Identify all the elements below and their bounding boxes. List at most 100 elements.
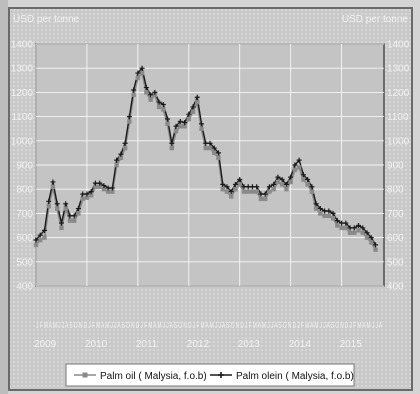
- data-point-palm-oil: [182, 124, 187, 129]
- data-point-palm-oil: [101, 187, 107, 192]
- data-point-palm-oil: [322, 213, 327, 219]
- data-point-palm-olein: [343, 220, 349, 226]
- data-point-palm-olein: [317, 206, 323, 212]
- data-point-palm-olein: [118, 151, 124, 157]
- data-point-palm-olein: [228, 189, 234, 195]
- legend-marker-palm-oil: [82, 372, 88, 378]
- data-point-palm-oil: [335, 223, 340, 228]
- data-point-palm-oil: [250, 189, 255, 194]
- data-point-palm-olein: [351, 225, 357, 231]
- data-point-palm-olein: [186, 111, 192, 117]
- y-tick-label-left: 1000: [11, 136, 34, 147]
- data-point-palm-olein: [177, 118, 183, 124]
- legend-label-palm-olein: Palm olein ( Malysia, f.o.b): [236, 371, 354, 382]
- data-point-palm-olein: [241, 184, 247, 190]
- data-point-palm-oil: [42, 235, 47, 240]
- data-point-palm-oil: [326, 213, 332, 219]
- data-point-palm-olein: [135, 70, 141, 76]
- data-point-palm-oil: [84, 195, 90, 200]
- y-tick-label-left: 800: [16, 185, 33, 196]
- data-point-palm-oil: [313, 206, 319, 211]
- data-point-palm-olein: [194, 94, 200, 100]
- data-point-palm-olein: [88, 189, 94, 195]
- y-tick-label-right: 1400: [387, 40, 410, 51]
- legend-marker-palm-olein: [218, 372, 224, 378]
- data-point-palm-olein: [182, 120, 188, 126]
- data-point-palm-oil: [118, 155, 124, 160]
- data-point-palm-olein: [262, 191, 268, 197]
- data-point-palm-oil: [161, 107, 166, 112]
- data-point-palm-olein: [356, 223, 362, 228]
- y-tick-label-left: 1300: [11, 64, 34, 75]
- y-tick-label-right: 400: [387, 282, 404, 293]
- data-point-palm-olein: [360, 225, 366, 231]
- y-tick-label-right: 900: [387, 161, 404, 172]
- data-point-palm-oil: [203, 145, 208, 151]
- data-point-palm-olein: [305, 177, 311, 183]
- data-point-palm-oil: [356, 228, 361, 233]
- data-point-palm-olein: [139, 65, 145, 71]
- year-label: 2013: [238, 339, 261, 350]
- data-point-palm-olein: [50, 179, 56, 185]
- y-axis-label-left: USD per tonne: [13, 14, 80, 25]
- data-point-palm-olein: [152, 89, 158, 95]
- data-point-palm-oil: [127, 119, 132, 124]
- left-panel-strip: [0, 0, 8, 394]
- data-point-palm-oil: [229, 194, 234, 199]
- data-point-palm-olein: [334, 218, 340, 224]
- data-point-palm-oil: [301, 177, 306, 182]
- data-point-palm-oil: [110, 189, 115, 194]
- data-point-palm-olein: [245, 184, 251, 190]
- data-point-palm-oil: [71, 218, 77, 223]
- data-point-palm-olein: [109, 185, 115, 191]
- data-point-palm-oil: [275, 179, 281, 185]
- y-tick-label-left: 500: [16, 257, 33, 268]
- data-point-palm-oil: [246, 189, 251, 194]
- data-point-palm-oil: [364, 235, 370, 240]
- data-point-palm-oil: [173, 128, 179, 134]
- data-point-palm-oil: [50, 184, 56, 189]
- data-point-palm-oil: [343, 225, 349, 231]
- data-point-palm-olein: [199, 121, 205, 127]
- data-point-palm-olein: [122, 140, 128, 146]
- data-point-palm-olein: [46, 198, 52, 204]
- y-tick-label-left: 600: [16, 233, 33, 244]
- data-point-palm-olein: [347, 225, 353, 231]
- data-point-palm-olein: [58, 220, 64, 226]
- data-point-palm-oil: [241, 189, 247, 194]
- data-point-palm-oil: [207, 145, 213, 151]
- data-point-palm-olein: [232, 181, 238, 187]
- data-point-palm-oil: [165, 121, 170, 127]
- data-point-palm-oil: [339, 225, 344, 231]
- data-point-palm-oil: [292, 167, 298, 173]
- data-point-palm-oil: [212, 150, 217, 156]
- data-point-palm-olein: [326, 208, 332, 214]
- x-year-labels: 2009 2010 2011 2012 2013 2014 2015: [34, 339, 362, 350]
- y-tick-label-left: 400: [16, 282, 33, 293]
- legend: Palm oil ( Malysia, f.o.b) Palm olein ( …: [65, 363, 355, 387]
- data-point-palm-olein: [67, 213, 73, 219]
- data-point-palm-oil: [318, 211, 323, 216]
- data-point-palm-olein: [101, 183, 107, 189]
- data-point-palm-oil: [190, 109, 196, 114]
- data-point-palm-olein: [254, 184, 260, 190]
- data-point-palm-oil: [373, 247, 378, 252]
- data-point-palm-oil: [139, 70, 145, 76]
- y-tick-label-right: 600: [387, 233, 404, 244]
- data-point-palm-oil: [114, 162, 119, 168]
- data-point-palm-olein: [84, 191, 90, 197]
- legend-label-palm-oil: Palm oil ( Malysia, f.o.b): [100, 371, 207, 382]
- data-point-palm-olein: [190, 104, 196, 110]
- data-point-palm-olein: [275, 174, 281, 180]
- data-point-palm-olein: [114, 157, 120, 163]
- data-point-palm-olein: [33, 237, 39, 243]
- data-point-palm-olein: [313, 201, 319, 207]
- data-point-palm-olein: [368, 235, 374, 241]
- y-tick-label-right: 1200: [387, 88, 410, 99]
- y-tick-label-right: 1100: [387, 112, 409, 123]
- data-point-palm-oil: [330, 216, 336, 221]
- data-point-palm-olein: [258, 191, 264, 197]
- y-tick-label-right: 700: [387, 209, 404, 220]
- data-point-palm-olein: [288, 174, 294, 180]
